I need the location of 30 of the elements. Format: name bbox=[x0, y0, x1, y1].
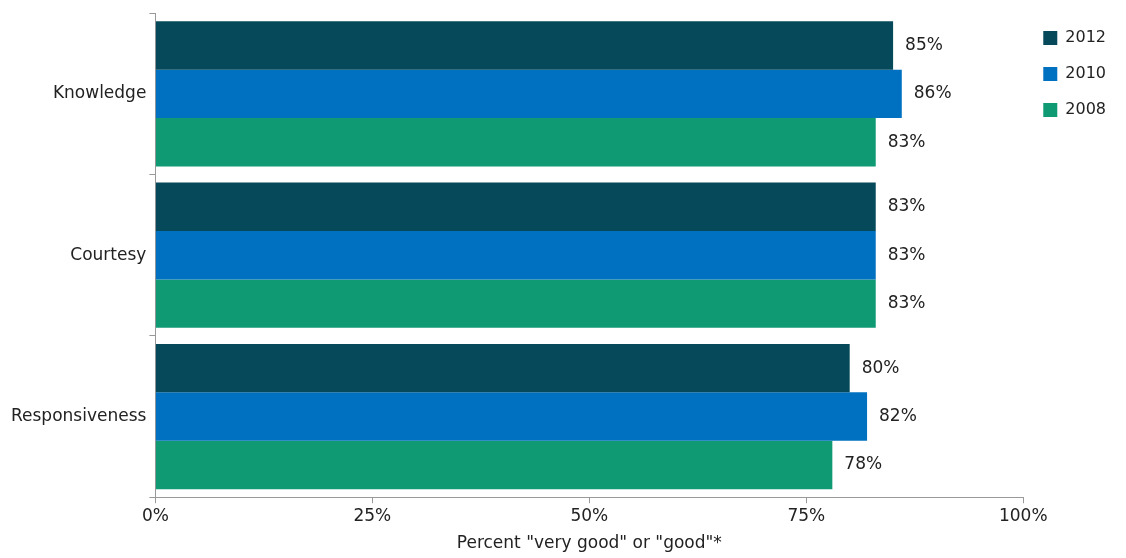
bar bbox=[155, 21, 894, 70]
legend-label: 2010 bbox=[1065, 63, 1106, 83]
x-tick-label: 0% bbox=[141, 504, 169, 525]
data-label: 86% bbox=[913, 82, 952, 103]
bar bbox=[155, 69, 902, 119]
y-tick-label: Responsiveness bbox=[10, 404, 147, 425]
data-label: 78% bbox=[844, 453, 883, 474]
bar bbox=[155, 343, 850, 393]
data-label: 83% bbox=[887, 292, 926, 313]
data-label: 85% bbox=[905, 33, 943, 54]
legend-label: 2008 bbox=[1065, 99, 1106, 119]
data-label: 80% bbox=[861, 356, 900, 377]
bar bbox=[155, 118, 876, 167]
legend-label: 2012 bbox=[1065, 27, 1106, 47]
data-label: 83% bbox=[887, 195, 926, 216]
bar bbox=[155, 392, 868, 441]
y-tick-label: Courtesy bbox=[70, 243, 147, 264]
bar bbox=[155, 182, 876, 231]
bar bbox=[155, 231, 876, 280]
x-tick-label: 25% bbox=[353, 504, 392, 525]
bar bbox=[155, 440, 833, 490]
bar bbox=[155, 279, 876, 328]
x-tick-label: 50% bbox=[570, 504, 609, 525]
data-label: 82% bbox=[879, 404, 917, 425]
data-label: 83% bbox=[887, 243, 926, 264]
x-tick-label: 100% bbox=[998, 504, 1048, 525]
data-label: 83% bbox=[887, 130, 926, 151]
x-axis-title: Percent "very good" or "good"* bbox=[456, 532, 722, 553]
x-tick-label: 75% bbox=[787, 504, 826, 525]
y-tick-label: Knowledge bbox=[52, 82, 147, 103]
